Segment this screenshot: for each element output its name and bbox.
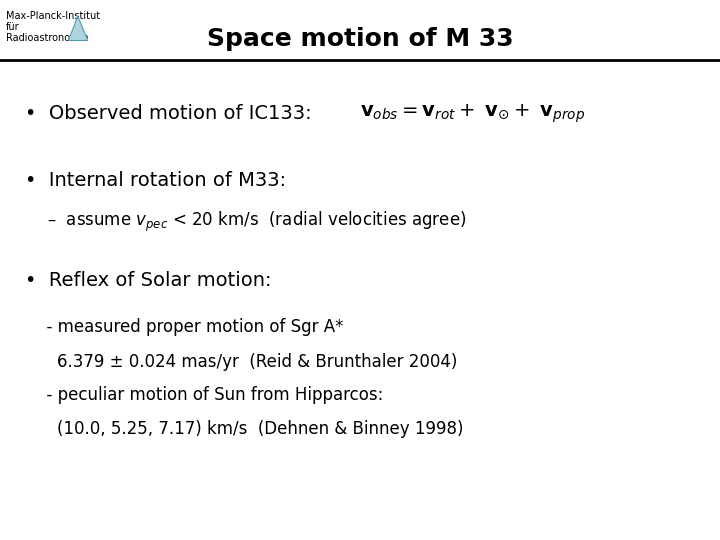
Text: Max-Planck-Institut: Max-Planck-Institut bbox=[6, 11, 100, 21]
Text: - measured proper motion of Sgr A*: - measured proper motion of Sgr A* bbox=[36, 318, 343, 336]
Text: (10.0, 5.25, 7.17) km/s  (Dehnen & Binney 1998): (10.0, 5.25, 7.17) km/s (Dehnen & Binney… bbox=[36, 420, 464, 438]
Text: •  Internal rotation of M33:: • Internal rotation of M33: bbox=[25, 171, 287, 191]
Text: $\mathbf{v}_{obs}= \mathbf{v}_{rot}+\ \mathbf{v}_{\odot}+\ \mathbf{v}_{prop}$: $\mathbf{v}_{obs}= \mathbf{v}_{rot}+\ \m… bbox=[360, 102, 585, 125]
Text: - peculiar motion of Sun from Hipparcos:: - peculiar motion of Sun from Hipparcos: bbox=[36, 386, 383, 404]
Text: für: für bbox=[6, 22, 19, 32]
Text: Space motion of M 33: Space motion of M 33 bbox=[207, 27, 513, 51]
Text: •  Reflex of Solar motion:: • Reflex of Solar motion: bbox=[25, 271, 271, 291]
Text: Radioastronomie: Radioastronomie bbox=[6, 33, 88, 43]
Text: –  assume $v_{pec}$ < 20 km/s  (radial velocities agree): – assume $v_{pec}$ < 20 km/s (radial vel… bbox=[47, 210, 466, 233]
Text: 6.379 ± 0.024 mas/yr  (Reid & Brunthaler 2004): 6.379 ± 0.024 mas/yr (Reid & Brunthaler … bbox=[36, 353, 457, 371]
Text: •  Observed motion of IC133:: • Observed motion of IC133: bbox=[25, 104, 312, 123]
Polygon shape bbox=[68, 16, 88, 40]
